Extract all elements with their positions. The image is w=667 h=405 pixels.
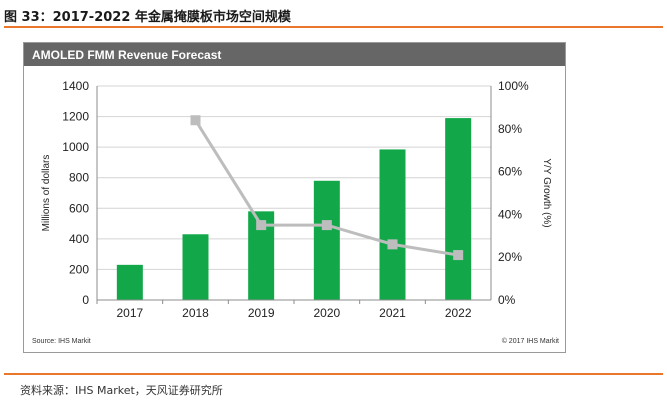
top-accent-rule xyxy=(4,26,663,28)
chart-card-title: AMOLED FMM Revenue Forecast xyxy=(32,48,222,62)
revenue-bar xyxy=(182,234,209,300)
y2-axis-title: Y/Y Growth (%) xyxy=(541,158,552,227)
x-tick-label: 2021 xyxy=(379,306,406,320)
y-tick-label: 1000 xyxy=(62,140,89,154)
y-tick-label: 0 xyxy=(82,293,89,307)
y2-tick-label: 60% xyxy=(498,165,522,179)
revenue-bar xyxy=(116,264,143,300)
y-tick-label: 1200 xyxy=(62,110,89,124)
growth-marker xyxy=(256,220,267,231)
chart-card-header: AMOLED FMM Revenue Forecast xyxy=(24,43,565,66)
revenue-bar xyxy=(313,180,340,300)
x-tick-label: 2022 xyxy=(445,306,472,320)
y-tick-label: 600 xyxy=(69,201,89,215)
footer-source: 资料来源：IHS Market，天风证券研究所 xyxy=(20,384,223,397)
x-tick-label: 2019 xyxy=(248,306,275,320)
growth-marker xyxy=(190,115,201,126)
y-axis-title: Millions of dollars xyxy=(41,155,52,232)
chart-source-label: Source: IHS Markit xyxy=(32,338,91,345)
y-tick-label: 400 xyxy=(69,232,89,246)
growth-marker xyxy=(453,250,464,261)
y-tick-label: 200 xyxy=(69,262,89,276)
growth-marker xyxy=(321,220,332,231)
y2-tick-label: 20% xyxy=(498,250,522,264)
revenue-forecast-chart: 0 200 400 600 800 1000 1200 1400 0% 20% 40% 60% 80% 1… xyxy=(32,79,559,345)
chart-card: AMOLED FMM Revenue Forecast 0 200 400 600 80… xyxy=(23,42,566,353)
y2-tick-label: 100% xyxy=(498,79,529,93)
revenue-bar xyxy=(379,149,406,300)
x-tick-label: 2018 xyxy=(182,306,209,320)
x-tick-label: 2020 xyxy=(313,306,340,320)
growth-marker xyxy=(387,239,398,250)
x-tick-label: 2017 xyxy=(116,306,143,320)
y2-tick-label: 0% xyxy=(498,293,516,307)
y2-tick-label: 40% xyxy=(498,207,522,221)
figure-title: 图 33：2017-2022 年金属掩膜板市场空间规模 xyxy=(4,10,291,25)
bottom-accent-rule xyxy=(4,373,663,375)
y2-tick-label: 80% xyxy=(498,122,522,136)
y-tick-label: 800 xyxy=(69,171,89,185)
revenue-bar xyxy=(445,118,472,300)
y-tick-label: 1400 xyxy=(62,79,89,93)
chart-copyright-label: © 2017 IHS Markit xyxy=(502,337,559,345)
